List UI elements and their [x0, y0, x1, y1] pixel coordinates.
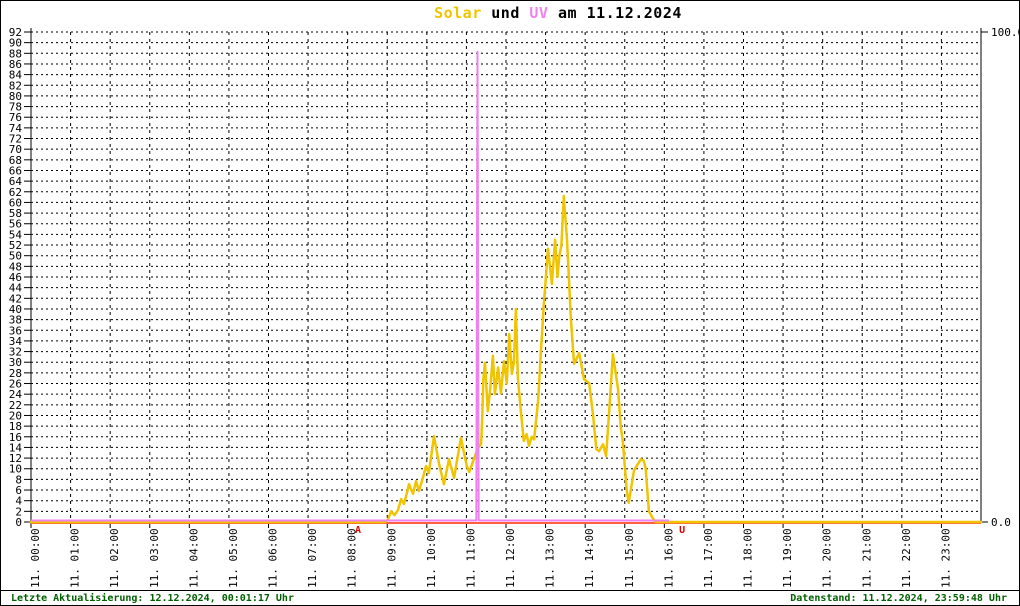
- title-solar-label: Solar: [434, 4, 482, 22]
- y-axis-label-left: 78: [9, 101, 22, 114]
- x-axis-label: 11. 00:00: [29, 528, 42, 588]
- data-timestamp-text: Datenstand: 11.12.2024, 23:59:48 Uhr: [790, 593, 1007, 604]
- y-axis-label-left: 38: [9, 314, 22, 327]
- y-axis-label-left: 32: [9, 346, 22, 359]
- title-date-text: am 11.12.2024: [548, 4, 682, 22]
- x-axis-label: 11. 15:00: [623, 528, 636, 588]
- y-axis-label-left: 76: [9, 111, 22, 124]
- y-axis-label-left: 60: [9, 196, 22, 209]
- y-axis-label-left: 56: [9, 218, 22, 231]
- x-axis-label: 11. 06:00: [267, 528, 280, 588]
- y-axis-label-left: 70: [9, 143, 22, 156]
- x-axis-label: 11. 22:00: [900, 528, 913, 588]
- y-axis-label-left: 88: [9, 47, 22, 60]
- y-axis-label-left: 30: [9, 356, 22, 369]
- y-axis-label-left: 2: [15, 505, 22, 518]
- y-axis-label-left: 22: [9, 399, 22, 412]
- y-axis-label-left: 86: [9, 58, 22, 71]
- x-axis-label: 11. 10:00: [425, 528, 438, 588]
- y-axis-label-left: 10: [9, 463, 22, 476]
- x-axis-label: 11. 13:00: [544, 528, 557, 588]
- y-axis-label-left: 34: [9, 335, 23, 348]
- x-axis-label: 11. 23:00: [939, 528, 952, 588]
- y-axis-label-left: 20: [9, 409, 22, 422]
- x-axis-label: 11. 12:00: [504, 528, 517, 588]
- x-axis-label: 11. 04:00: [187, 528, 200, 588]
- y-axis-label-left: 14: [9, 441, 23, 454]
- y-axis-label-left: 74: [9, 122, 23, 135]
- y-axis-label-left: 66: [9, 164, 22, 177]
- title-middle-text: und: [481, 4, 530, 22]
- y-axis-label-left: 26: [9, 378, 22, 391]
- x-axis-label: 11. 03:00: [148, 528, 161, 588]
- y-axis-label-left: 16: [9, 431, 22, 444]
- x-axis-label: 11. 11:00: [464, 528, 477, 588]
- x-axis-label: 11. 18:00: [742, 528, 755, 588]
- sun-marker-U: U: [679, 525, 685, 536]
- y-axis-label-left: 4: [15, 495, 22, 508]
- x-axis-label: 11. 05:00: [227, 528, 240, 588]
- uv-series-line: [31, 50, 670, 522]
- title-uv-label: UV: [529, 4, 549, 22]
- x-axis-label: 11. 07:00: [306, 528, 319, 588]
- y-axis-label-left: 0: [15, 516, 22, 529]
- y-axis-label-left: 24: [9, 388, 23, 401]
- y-axis-label-left: 58: [9, 207, 22, 220]
- y-axis-label-left: 40: [9, 303, 22, 316]
- x-axis-label: 11. 09:00: [385, 528, 398, 588]
- y-axis-label-left: 72: [9, 133, 22, 146]
- y-axis-label-left: 84: [9, 69, 23, 82]
- x-axis-label: 11. 20:00: [821, 528, 834, 588]
- solar-series-line: [29, 194, 983, 524]
- x-axis-label: 11. 17:00: [702, 528, 715, 588]
- y-axis-label-left: 46: [9, 271, 22, 284]
- y-axis-label-left: 44: [9, 282, 23, 295]
- y-axis-label-left: 62: [9, 186, 22, 199]
- y-axis-label-left: 42: [9, 292, 22, 305]
- x-axis-label: 11. 16:00: [662, 528, 675, 588]
- y-axis-label-left: 80: [9, 90, 22, 103]
- y-axis-label-left: 12: [9, 452, 22, 465]
- y-axis-label-left: 6: [15, 484, 22, 497]
- y-axis-label-left: 68: [9, 154, 22, 167]
- y-axis-label-left: 64: [9, 175, 23, 188]
- y-axis-label-left: 54: [9, 228, 23, 241]
- y-axis-label-left: 52: [9, 239, 22, 252]
- footer-divider: [1, 590, 1019, 591]
- y-axis-label-left: 48: [9, 260, 22, 273]
- y-axis-label-left: 28: [9, 367, 22, 380]
- y-axis-label-right-max: 100.0: [991, 26, 1020, 39]
- x-axis-label: 11. 14:00: [583, 528, 596, 588]
- last-update-text: Letzte Aktualisierung: 12.12.2024, 00:01…: [11, 593, 294, 604]
- x-axis-label: 11. 19:00: [781, 528, 794, 588]
- x-axis-label: 11. 01:00: [69, 528, 82, 588]
- y-axis-label-left: 82: [9, 79, 22, 92]
- sun-marker-A: A: [355, 525, 361, 536]
- y-axis-label-left: 18: [9, 420, 22, 433]
- y-axis-label-left: 8: [15, 473, 22, 486]
- y-axis-label-left: 36: [9, 324, 22, 337]
- y-axis-label-left: 50: [9, 250, 22, 263]
- chart-title: Solar und UV am 11.12.2024: [49, 4, 1019, 24]
- y-axis-label-left: 92: [9, 26, 22, 39]
- y-axis-label-right-min: 0.0: [991, 516, 1011, 529]
- x-axis-label: 11. 08:00: [346, 528, 359, 588]
- x-axis-label: 11. 21:00: [860, 528, 873, 588]
- y-axis-label-left: 90: [9, 37, 22, 50]
- x-axis-label: 11. 02:00: [108, 528, 121, 588]
